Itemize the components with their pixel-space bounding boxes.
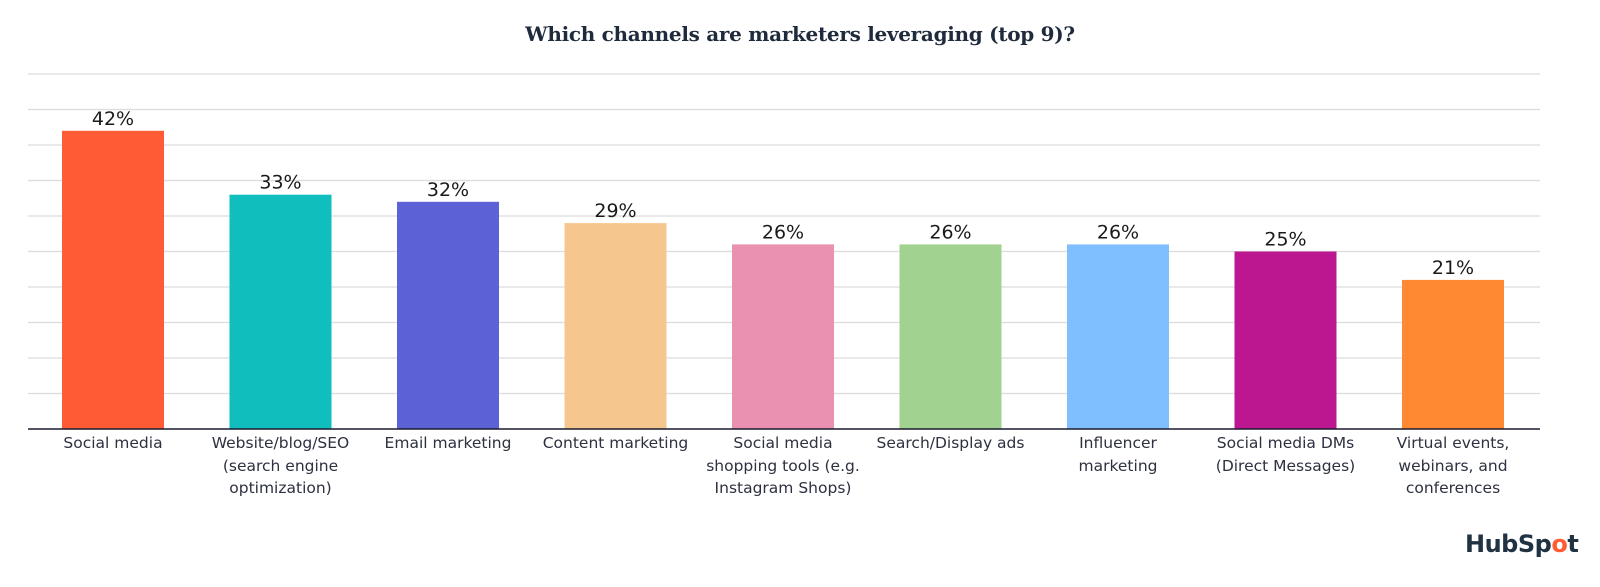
category-label: Social media [63, 434, 163, 452]
category-label: Website/blog/SEO (search engine optimiza… [211, 434, 350, 497]
logo-text: HubSp [1465, 530, 1552, 558]
category-label: Content marketing [542, 434, 689, 452]
value-labels: 42% 33% 32% 29% 26% 26% 26% 25% 21% [92, 108, 1474, 279]
value-label: 21% [1432, 257, 1474, 279]
chart-title: Which channels are marketers leveraging … [525, 22, 1075, 46]
value-label: 26% [1097, 221, 1139, 243]
category-label: Virtual events, webinars, and conference… [1396, 434, 1510, 497]
bar [732, 244, 834, 429]
logo-text-end: t [1567, 530, 1579, 558]
category-label: Email marketing [384, 434, 512, 452]
sprocket-icon: o [1551, 530, 1568, 558]
bar [899, 244, 1002, 429]
value-label: 32% [427, 179, 469, 201]
value-label: 26% [929, 221, 971, 243]
value-label: 26% [762, 221, 804, 243]
value-label: 42% [92, 108, 134, 130]
category-label: Social media DMs (Direct Messages) [1215, 434, 1356, 475]
category-label: Influencer marketing [1078, 434, 1158, 475]
bar [62, 130, 164, 430]
bar [564, 223, 667, 429]
value-label: 25% [1264, 229, 1306, 251]
category-label: Social media shopping tools (e.g. Instag… [706, 434, 860, 497]
category-label: Search/Display ads [876, 434, 1025, 452]
bar [1234, 251, 1337, 429]
value-label: 33% [259, 172, 301, 194]
bar [1067, 244, 1169, 429]
bar [229, 194, 332, 429]
hubspot-logo: HubSpot [1465, 530, 1579, 558]
bar [397, 201, 499, 429]
bars [62, 130, 1504, 430]
value-label: 29% [594, 200, 636, 222]
bar [1402, 279, 1504, 429]
